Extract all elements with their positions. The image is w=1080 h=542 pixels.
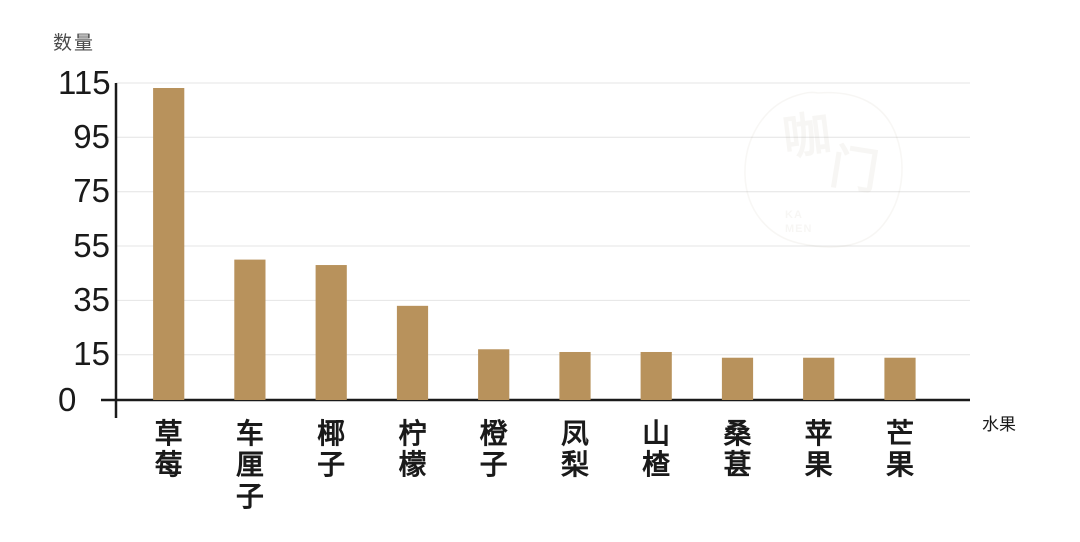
svg-text:KA: KA [785,209,803,221]
svg-text:MEN: MEN [785,223,812,235]
svg-text:咖: 咖 [780,107,834,165]
svg-text:门: 门 [826,141,882,201]
